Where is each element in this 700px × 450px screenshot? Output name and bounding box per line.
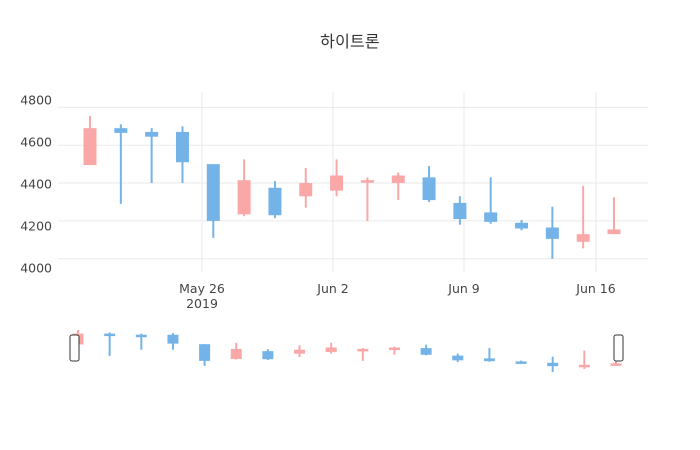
mini-candle-body xyxy=(610,363,622,366)
y-tick-label: 4000 xyxy=(20,260,52,276)
mini-candle-body xyxy=(199,344,211,361)
y-tick-label: 4200 xyxy=(20,218,52,234)
y-tick-label: 4800 xyxy=(20,92,52,108)
mini-candle[interactable] xyxy=(135,333,147,350)
candle[interactable] xyxy=(545,206,559,259)
mini-candle[interactable] xyxy=(452,353,464,362)
mini-candle-body xyxy=(357,348,369,352)
mini-candle[interactable] xyxy=(483,348,495,362)
mini-candle[interactable] xyxy=(420,344,432,356)
mini-candle-body xyxy=(135,334,147,338)
mini-candle-body xyxy=(420,348,432,355)
mini-candle-body xyxy=(294,349,306,354)
x-tick-label: May 26 2019 xyxy=(179,281,225,311)
x-tick-label: Jun 9 xyxy=(448,281,480,296)
mini-candle[interactable] xyxy=(262,349,274,361)
mini-candle[interactable] xyxy=(199,344,211,366)
candle[interactable] xyxy=(268,181,282,219)
candle[interactable] xyxy=(360,177,374,221)
x-tick-label: Jun 16 xyxy=(576,281,616,296)
rangeslider-handle-right[interactable] xyxy=(613,334,624,362)
mini-candle[interactable] xyxy=(357,348,369,361)
mini-candle-body xyxy=(515,361,527,364)
rangeslider-series[interactable] xyxy=(72,330,622,372)
mini-candle-body xyxy=(104,333,116,337)
mini-candle[interactable] xyxy=(104,332,116,356)
candle-body xyxy=(145,131,159,137)
candle[interactable] xyxy=(515,219,529,231)
rangeslider-handles[interactable] xyxy=(69,334,624,362)
mini-candle[interactable] xyxy=(547,356,559,372)
candle-series[interactable] xyxy=(83,115,621,259)
mini-candle-body xyxy=(325,347,337,352)
candle-body xyxy=(422,177,436,201)
y-tick-label: 4400 xyxy=(20,176,52,192)
candle-body xyxy=(576,234,590,242)
candle-body xyxy=(607,229,621,235)
mini-candle[interactable] xyxy=(515,360,527,364)
grid-lines xyxy=(58,92,648,272)
candle[interactable] xyxy=(391,172,405,201)
candle[interactable] xyxy=(83,115,97,166)
mini-candle-body xyxy=(167,334,179,344)
candle-body xyxy=(83,128,97,166)
mini-candle-body xyxy=(483,358,495,362)
candle[interactable] xyxy=(453,196,467,225)
candle[interactable] xyxy=(299,167,313,208)
candle-body xyxy=(268,187,282,216)
mini-candle-body xyxy=(388,347,400,351)
mini-candle[interactable] xyxy=(294,345,306,357)
page-title: 하이트론 xyxy=(320,32,380,51)
candle[interactable] xyxy=(422,166,436,202)
rangeslider-handle-left[interactable] xyxy=(69,334,80,362)
candle[interactable] xyxy=(206,164,220,238)
candle[interactable] xyxy=(330,159,344,197)
candle[interactable] xyxy=(114,124,128,204)
mini-candle-body xyxy=(578,364,590,368)
mini-candle[interactable] xyxy=(388,346,400,355)
candle-body xyxy=(175,131,189,163)
mini-candle[interactable] xyxy=(578,350,590,369)
mini-candle[interactable] xyxy=(325,342,337,354)
candle-body xyxy=(484,212,498,222)
candle-body xyxy=(391,175,405,184)
x-tick-label: Jun 2 xyxy=(317,281,349,296)
candle[interactable] xyxy=(145,128,159,184)
mini-candle[interactable] xyxy=(230,342,242,360)
candle-body xyxy=(206,164,220,221)
candle[interactable] xyxy=(607,197,621,235)
candle[interactable] xyxy=(484,177,498,224)
mini-candle-body xyxy=(452,355,464,361)
mini-candle-body xyxy=(547,362,559,367)
candle-body xyxy=(330,175,344,191)
y-tick-label: 4600 xyxy=(20,134,52,150)
candle-body xyxy=(114,128,128,133)
candle-body xyxy=(515,222,529,229)
candle[interactable] xyxy=(237,159,251,217)
candle-body xyxy=(237,180,251,215)
candle-body xyxy=(299,183,313,197)
candle[interactable] xyxy=(175,126,189,184)
mini-candle-body xyxy=(230,348,242,359)
mini-candle-body xyxy=(262,351,274,360)
candle-body xyxy=(545,227,559,239)
candle-body xyxy=(360,180,374,183)
mini-candle[interactable] xyxy=(167,333,179,350)
candle[interactable] xyxy=(576,185,590,249)
candle-body xyxy=(453,202,467,220)
